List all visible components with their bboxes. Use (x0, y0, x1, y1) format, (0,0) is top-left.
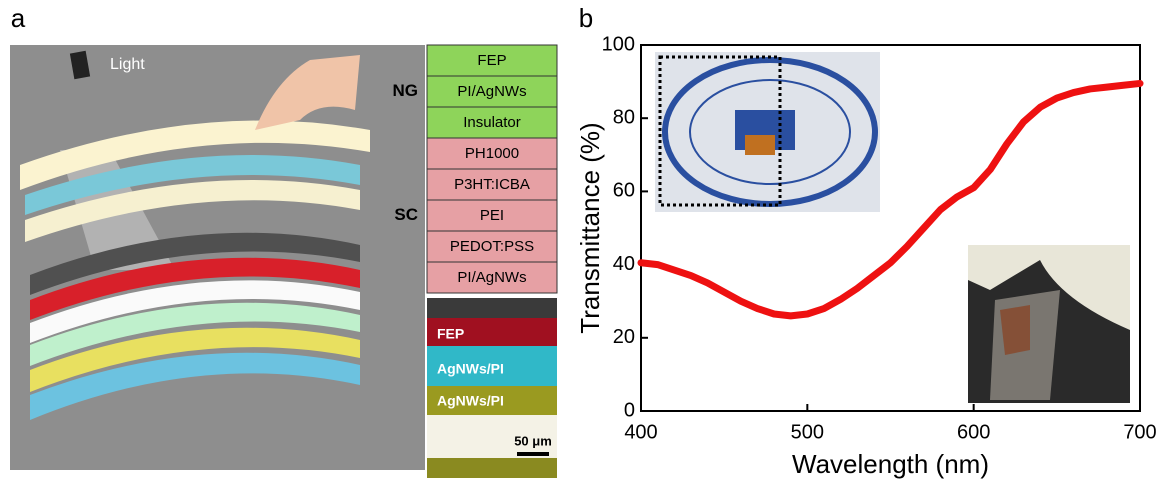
x-tick-label: 400 (624, 421, 657, 443)
y-tick-label: 100 (602, 33, 635, 55)
figure: a Light FEP PI/AgNWs Insulator NG PH1000 P3HT… (0, 0, 1162, 479)
x-axis-label: Wavelength (nm) (792, 449, 989, 479)
y-tick-label: 20 (613, 326, 635, 348)
layer-label: Insulator (463, 114, 521, 131)
x-tick-label: 700 (1123, 421, 1156, 443)
y-axis-label: Transmittance (%) (575, 122, 605, 333)
layer-label: P3HT:ICBA (454, 176, 530, 193)
light-label: Light (110, 56, 145, 73)
group-label: SC (394, 205, 418, 224)
inset-logo-photo (655, 52, 880, 212)
scale-bar-label: 50 μm (514, 433, 552, 448)
group-label: NG (393, 81, 419, 100)
y-tick-label: 80 (613, 106, 635, 128)
sem-strip-layer (427, 458, 557, 478)
sem-label: AgNWs/PI (437, 361, 504, 377)
sem-label: AgNWs/PI (437, 393, 504, 409)
illustration-background (10, 45, 425, 470)
scale-bar (517, 452, 549, 456)
layer-label: PI/AgNWs (457, 83, 526, 100)
layer-label: FEP (477, 52, 506, 69)
y-tick-label: 40 (613, 253, 635, 275)
panel-label: b (579, 3, 593, 33)
layer-label: PI/AgNWs (457, 269, 526, 286)
x-tick-label: 500 (791, 421, 824, 443)
layer-label: PH1000 (465, 145, 519, 162)
sem-label: FEP (437, 326, 464, 342)
layer-label: PEDOT:PSS (450, 238, 534, 255)
inset-device-photo (968, 245, 1130, 403)
panel-label: a (11, 3, 26, 33)
y-tick-label: 60 (613, 180, 635, 202)
x-tick-label: 600 (957, 421, 990, 443)
y-tick-label: 0 (624, 399, 635, 421)
layer-label: PEI (480, 207, 504, 224)
